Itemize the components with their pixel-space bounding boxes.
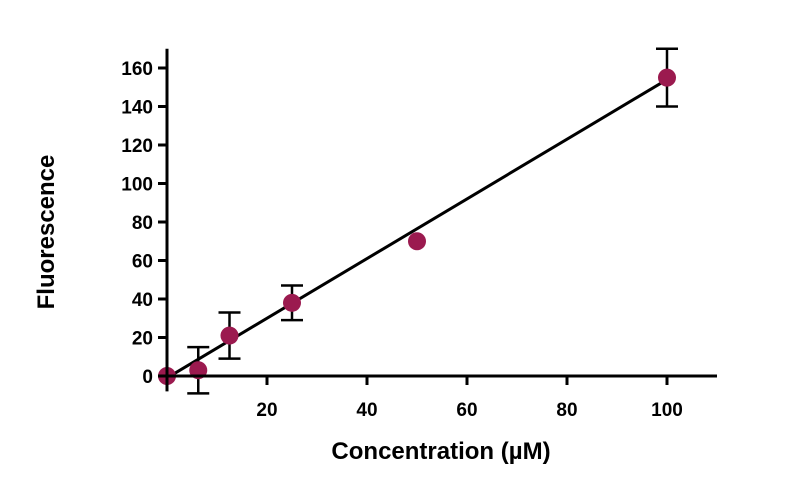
y-tick-label: 20 [132,329,153,350]
axes: 0 20 40 60 80 100 120 140 160 20 40 60 80 100 [121,48,717,421]
x-tick-label: 100 [651,400,683,421]
x-axis-title: Concentration (µM) [331,438,550,465]
x-tick-label: 80 [556,400,577,421]
y-tick-label: 120 [121,136,153,157]
x-tick-label: 40 [356,400,377,421]
x-tick-label: 20 [256,400,277,421]
data-point [220,326,239,345]
plot-area [158,47,678,395]
x-tick-label: 60 [456,400,477,421]
y-tick-label: 40 [132,290,153,311]
y-tick-label: 100 [121,175,153,196]
y-axis-title: Fluorescence [33,155,60,310]
y-tick-label: 80 [132,213,153,234]
y-tick-label: 140 [121,98,153,119]
y-tick-label: 0 [142,367,153,388]
data-point [658,68,676,87]
fit-line [166,78,668,380]
data-point [283,293,301,312]
data-point [408,232,426,251]
y-tick-label: 160 [121,59,153,80]
y-tick-label: 60 [132,252,153,273]
